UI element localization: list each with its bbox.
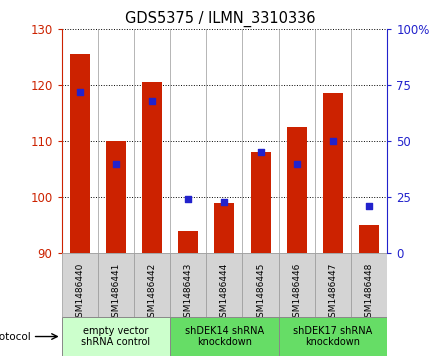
Text: protocol: protocol — [0, 331, 31, 342]
Text: shDEK17 shRNA
knockdown: shDEK17 shRNA knockdown — [293, 326, 373, 347]
Bar — [206, 253, 242, 317]
Point — [330, 138, 337, 144]
Point — [221, 199, 228, 205]
Point — [257, 150, 264, 155]
Bar — [98, 253, 134, 317]
Bar — [279, 253, 315, 317]
Bar — [323, 94, 343, 253]
Bar — [106, 141, 126, 253]
Text: GDS5375 / ILMN_3310336: GDS5375 / ILMN_3310336 — [125, 11, 315, 27]
Bar — [359, 225, 379, 253]
Point — [366, 203, 373, 209]
Text: GSM1486448: GSM1486448 — [365, 263, 374, 323]
Point — [76, 89, 83, 95]
Bar — [170, 253, 206, 317]
Point — [293, 161, 300, 167]
Text: GSM1486440: GSM1486440 — [75, 263, 84, 323]
Bar — [62, 253, 98, 317]
Bar — [142, 82, 162, 253]
Bar — [214, 203, 235, 253]
Bar — [70, 54, 90, 253]
Text: GSM1486446: GSM1486446 — [292, 263, 301, 323]
Text: GSM1486443: GSM1486443 — [184, 263, 193, 323]
Text: GSM1486447: GSM1486447 — [328, 263, 337, 323]
Text: GSM1486442: GSM1486442 — [147, 263, 157, 323]
Bar — [134, 253, 170, 317]
Bar — [242, 253, 279, 317]
Bar — [315, 253, 351, 317]
Bar — [351, 253, 387, 317]
Point — [185, 196, 192, 202]
Text: GSM1486441: GSM1486441 — [111, 263, 121, 323]
Bar — [287, 127, 307, 253]
Text: empty vector
shRNA control: empty vector shRNA control — [81, 326, 150, 347]
Bar — [178, 231, 198, 253]
Text: shDEK14 shRNA
knockdown: shDEK14 shRNA knockdown — [185, 326, 264, 347]
Point — [112, 161, 119, 167]
Bar — [170, 317, 279, 356]
Bar — [251, 152, 271, 253]
Text: GSM1486444: GSM1486444 — [220, 263, 229, 323]
Bar — [62, 317, 170, 356]
Text: GSM1486445: GSM1486445 — [256, 263, 265, 323]
Point — [149, 98, 156, 104]
Bar — [279, 317, 387, 356]
